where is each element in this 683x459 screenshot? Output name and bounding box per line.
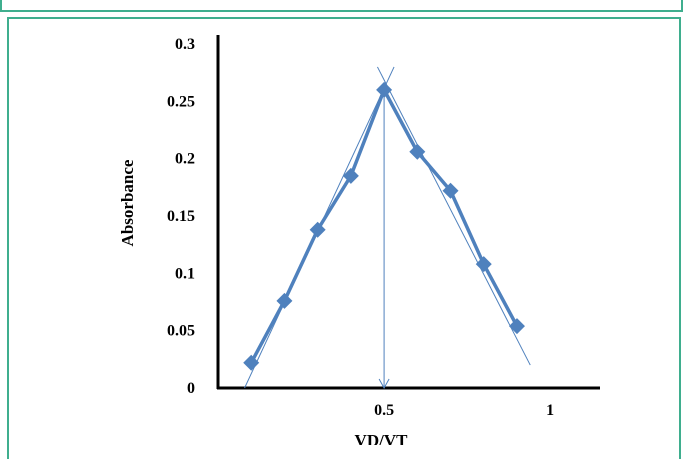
data-point-marker	[309, 221, 326, 238]
data-point-marker	[342, 167, 359, 184]
x-tick-label: 1	[546, 402, 554, 419]
x-tick-label: 0.5	[374, 402, 394, 419]
top-panel-border	[0, 0, 683, 12]
data-point-marker	[376, 81, 393, 98]
extrapolation-line	[376, 66, 531, 366]
data-point-marker	[276, 292, 293, 309]
data-point-marker	[442, 182, 459, 199]
y-axis-title: Absorbance	[118, 159, 137, 246]
y-tick-label: 0	[187, 380, 195, 397]
data-point-marker	[409, 143, 426, 160]
x-axis-title: VD/VT	[355, 431, 409, 445]
data-point-marker	[475, 256, 492, 273]
tick-labels: 0 0.05 0.1 0.15 0.2 0.25 0.3 0.5 1	[167, 36, 554, 419]
figure-frame	[7, 17, 681, 459]
extrapolation-lines	[244, 66, 531, 390]
y-tick-label: 0.05	[167, 323, 195, 340]
y-tick-label: 0.25	[167, 93, 195, 110]
data-point-marker	[243, 354, 260, 371]
drop-line-arrowhead	[378, 378, 390, 390]
series-layer	[243, 81, 525, 371]
job-plot-chart: 0 0.05 0.1 0.15 0.2 0.25 0.3 0.5 1 VD/VT Absorba…	[118, 35, 600, 445]
y-tick-label: 0.1	[175, 265, 195, 282]
y-tick-label: 0.15	[167, 208, 195, 225]
axes	[216, 35, 600, 390]
data-point-marker	[508, 318, 525, 335]
y-tick-label: 0.2	[175, 151, 195, 168]
y-tick-label: 0.3	[175, 36, 195, 53]
